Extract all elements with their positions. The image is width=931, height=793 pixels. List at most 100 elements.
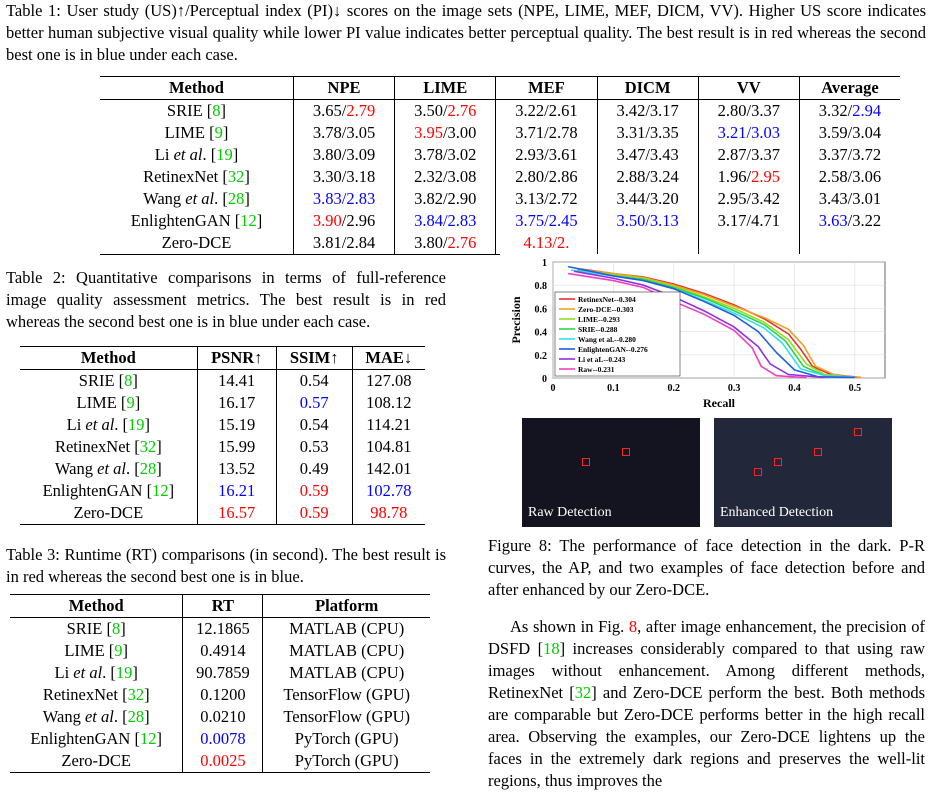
text-run: ] [168,481,175,500]
value-cell: 3.63/3.22 [798,210,900,232]
method-cell: LIME [9] [100,122,293,144]
value-cell: 3.44/3.20 [596,188,699,210]
legend-entry: EnlightenGAN--0.276 [578,345,648,354]
table-row: SRIE [8] 14.41 0.54 127.08 [20,369,425,392]
value-cell: 2.87/3.37 [697,144,800,166]
text-run: et al [97,459,126,478]
text-run: ] [156,729,162,748]
text-run: 2.95 [751,167,780,186]
value-cell: PyTorch (GPU) [262,728,430,750]
text-run: 0.1200 [200,685,246,704]
text-run: Zero-DCE [73,503,144,522]
text-run: 4.13/2. [523,233,570,252]
text-run: 2.80/2.86 [515,167,578,186]
text-run: et al [73,663,103,682]
text-run: 2.93/3.61 [515,145,578,164]
text-run: Wang [54,459,98,478]
text-run: 0.53 [299,437,329,456]
text-run: As shown in Fig. [510,617,629,636]
column-header: MAE↓ [351,346,425,370]
text-run: 104.81 [366,437,412,456]
text-run: 127.08 [366,371,412,390]
text-run: LIME [ [64,641,115,660]
table-row: Zero-DCE 3.81/2.84 3.80/2.76 4.13/2. [100,232,900,255]
column-header: PSNR↑ [196,346,277,370]
text-run: 14.41 [218,371,256,390]
pr-curve-chart: 0 0.1 0.2 0.3 0.4 0.5 0 0.2 0.4 0.6 0.8 1 Recall Prec… [509,258,886,410]
text-run: 102.78 [366,481,412,500]
value-cell: 1.96/2.95 [697,166,800,188]
text-run: SRIE [ [78,371,125,390]
value-cell: 3.43/3.01 [798,188,900,210]
text-run: 19 [115,663,133,682]
table2-caption: Table 2: Quantitative comparisons in ter… [6,268,446,331]
method-cell: RetinexNet [32] [10,684,183,706]
column-header: SSIM↑ [275,346,353,370]
y-tick-label: 0.2 [535,351,548,362]
text-run: 3.59/3.04 [818,123,882,142]
value-cell: 3.50/2.76 [394,99,496,122]
text-run: . [ [126,459,140,478]
text-run: ] [156,459,162,478]
value-cell: 142.01 [351,458,425,480]
value-cell: 0.0025 [182,750,263,773]
value-cell: 16.17 [196,392,277,414]
enhanced-detection-image: Enhanced Detection [714,418,892,527]
value-cell: 3.22/2.61 [495,99,598,122]
table-row: LIME [9] 0.4914 MATLAB (CPU) [10,640,430,662]
value-cell: 3.71/2.78 [495,122,598,144]
text-run: 12.1865 [196,619,250,638]
text-run: 3.21/3.03 [717,123,780,142]
value-cell: 3.32/2.94 [798,99,900,122]
y-tick-label: 0.6 [535,304,548,315]
text-run: 3.32/ [818,101,853,120]
value-cell: 3.75/2.45 [495,210,598,232]
text-run: RetinexNet [ [54,437,140,456]
text-run: Zero-DCE [161,233,232,252]
value-cell: 3.84/2.83 [394,210,496,232]
text-run: ] [144,707,150,726]
value-cell: 3.95/3.00 [394,122,496,144]
text-run: 16.21 [218,481,256,500]
text-run: 0.59 [299,481,329,500]
text-run: 3.81/2.84 [312,233,376,252]
value-cell: 4.13/2. [495,232,598,255]
text-run: 19 [128,415,145,434]
value-cell: 3.78/3.02 [394,144,496,166]
value-cell: 3.30/3.18 [292,166,395,188]
value-cell: 3.47/3.43 [596,144,699,166]
y-tick-label: 0 [542,374,547,385]
column-header: Platform [262,594,430,618]
text-run: 0.0078 [200,729,246,748]
text-run: ] [122,641,129,660]
value-cell: 127.08 [351,369,425,392]
text-run: RetinexNet [ [143,167,228,186]
value-cell: 0.49 [275,458,353,480]
legend-entry: RetinexNet--0.304 [578,295,636,304]
value-cell: 3.78/3.05 [292,122,395,144]
text-run: 2.88/3.24 [616,167,679,186]
column-header: Method [100,76,294,100]
legend-entry: Zero-DCE--0.303 [578,305,634,314]
value-cell: PyTorch (GPU) [262,750,430,773]
text-run: 3.37/3.72 [818,145,882,164]
value-cell: 3.31/3.35 [596,122,699,144]
table-row: Wang et al. [28] 0.0210 TensorFlow (GPU) [10,706,430,728]
value-cell: 2.80/3.37 [697,99,800,122]
value-cell: 2.58/3.06 [798,166,900,188]
value-cell: 3.59/3.04 [798,122,900,144]
text-run: 32 [574,683,592,702]
method-cell: Wang et al. [28] [20,458,197,480]
value-cell: 3.65/2.79 [292,99,395,122]
text-run: et al [85,415,115,434]
text-run: 0.54 [299,371,329,390]
text-run: ] and Zero-DCE perform the best. Both me… [488,683,926,790]
value-cell: 3.90/2.96 [292,210,395,232]
text-run: ] [132,371,138,390]
text-run: 3.65/ [312,101,347,120]
y-tick-label: 1 [542,258,547,269]
text-run: 0.0210 [200,707,246,726]
value-cell: 108.12 [351,392,425,414]
table-row: Li et al. [19] 15.19 0.54 114.21 [20,414,425,436]
